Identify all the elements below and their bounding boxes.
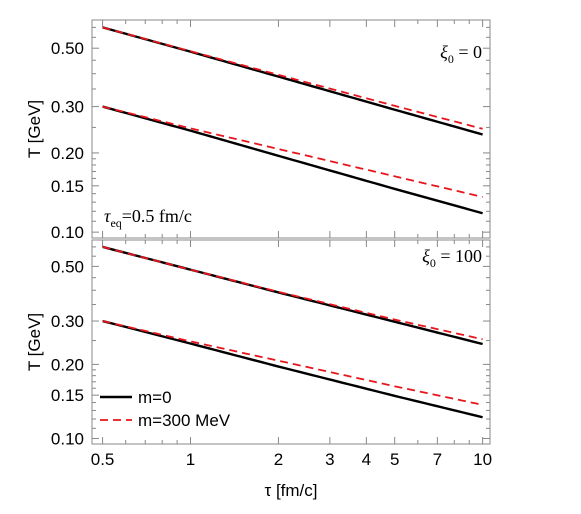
series-line-m300-lower [102,320,483,406]
panel-bottom-series [102,245,483,419]
panel-bottom-ytick-labels: 0.10 0.15 0.20 0.30 0.50 [51,257,84,448]
y-tick-label: 0.20 [51,355,84,374]
tau-eq-value: =0.5 fm/c [122,206,192,226]
panel-top-ticks [92,20,490,238]
panel-top-ylabel: T [GeV] [25,100,44,158]
y-tick-label: 0.15 [51,177,84,196]
series-line-m300-lower [102,105,483,198]
series-line-m300-upper [102,246,483,341]
legend-label-m300: m=300 MeV [138,411,231,430]
x-tick-label: 7 [433,450,442,469]
x-tick-label: 4 [362,450,371,469]
x-tick-label: 1 [186,450,195,469]
panel-bottom-ticks [92,240,490,444]
panel-top-tau-eq-annotation: τeq=0.5 fm/c [104,206,192,230]
panel-top-frame [91,19,491,239]
tau-symbol: τ [104,206,111,226]
panel-bottom-xtick-labels: 0.5 1 2 3 4 5 7 10 [91,450,492,469]
x-tick-label: 5 [390,450,399,469]
x-tick-label: 10 [473,450,492,469]
legend: m=0 m=300 MeV [100,388,231,430]
xi-symbol: ξ [440,42,448,62]
tau-eq-subscript: eq [110,216,121,230]
y-tick-label: 0.50 [51,257,84,276]
panel-top: 0.100.150.200.300.50 T [GeV] ξ0 = 0 τeq=… [25,19,491,242]
panel-bottom: 0.10 0.15 0.20 0.30 0.50 0.5 1 2 3 4 5 7 10 T [GeV]… [25,239,492,500]
xi-subscript: 0 [448,52,454,66]
series-line-m0-lower [102,105,483,215]
y-tick-label: 0.10 [51,223,84,242]
series-line-m300-upper [102,26,483,130]
y-tick-label: 0.30 [51,312,84,331]
panel-top-series [102,26,483,215]
panel-bottom-frame [91,239,491,445]
y-tick-label: 0.15 [51,386,84,405]
legend-label-m0: m=0 [138,388,172,407]
y-tick-label: 0.50 [51,39,84,58]
panel-top-xi-annotation: ξ0 = 0 [440,42,482,66]
panel-bottom-ylabel: T [GeV] [25,313,44,371]
panel-bottom-xi-annotation: ξ0 = 100 [422,246,482,270]
xi-value: = 0 [454,42,482,62]
panel-bottom-xlabel: τ [fm/c] [265,481,318,500]
panel-top-ytick-labels: 0.10 0.15 0.20 0.30 0.50 [51,39,84,242]
y-tick-label: 0.30 [51,98,84,117]
x-tick-label: 2 [274,450,283,469]
x-tick-label: 3 [325,450,334,469]
xi-value: = 100 [436,246,482,266]
x-tick-label: 0.5 [91,450,115,469]
xi-subscript: 0 [430,256,436,270]
xi-symbol: ξ [422,246,430,266]
y-tick-label: 0.10 [51,430,84,449]
y-tick-label: 0.20 [51,144,84,163]
series-line-m0-lower [102,319,483,419]
